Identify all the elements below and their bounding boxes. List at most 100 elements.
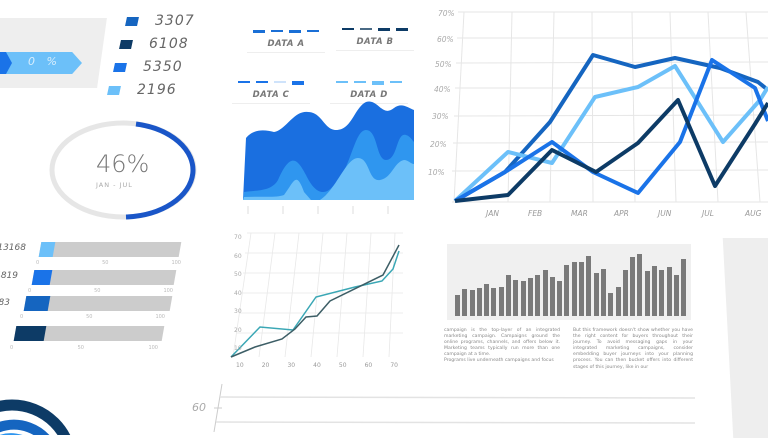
gray-bar bbox=[469, 290, 475, 316]
gray-bar bbox=[652, 266, 658, 316]
data-card-label: DATA C bbox=[252, 90, 290, 100]
data-dashes bbox=[330, 81, 408, 85]
progress-arrow-head bbox=[0, 52, 12, 74]
gray-bar bbox=[659, 270, 665, 316]
x-tick: JAN bbox=[486, 209, 499, 218]
gray-bar bbox=[600, 268, 606, 316]
gray-bar bbox=[571, 261, 577, 316]
gray-bar bbox=[681, 258, 687, 316]
gray-bar bbox=[637, 253, 643, 316]
x-tick: FEB bbox=[528, 209, 543, 218]
donut-period: JAN - JUL bbox=[96, 181, 133, 189]
legend-swatch bbox=[107, 85, 121, 95]
legend-value: 2196 bbox=[137, 82, 177, 98]
hbar-label: 4819 bbox=[0, 271, 18, 281]
gray-bar bbox=[513, 279, 519, 316]
gray-bar bbox=[608, 293, 614, 316]
paragraph-left: campaign is the top-layer of an integrat… bbox=[444, 328, 560, 358]
gray-bar bbox=[542, 270, 548, 316]
hbar-label: 83 bbox=[0, 298, 10, 308]
x-tick: JUN bbox=[658, 209, 672, 218]
teal-line-chart bbox=[230, 232, 403, 358]
x-tick: AUG bbox=[745, 209, 762, 218]
teal-chart-y-axis: 70 60 50 40 30 20 10 bbox=[234, 234, 242, 352]
y-tick: 60% bbox=[437, 35, 454, 44]
gray-bar bbox=[498, 286, 504, 316]
main-line-chart bbox=[451, 11, 768, 203]
hbar-ticks: 0 50 100 bbox=[20, 314, 165, 320]
hbar-track bbox=[31, 270, 177, 285]
hbar-fill bbox=[38, 242, 56, 257]
y-tick: 70% bbox=[438, 9, 455, 18]
gray-bar-chart bbox=[455, 252, 687, 316]
hbar-label: 13168 bbox=[0, 243, 26, 253]
data-card-b: DATA B bbox=[336, 28, 414, 51]
gray-bar bbox=[666, 267, 672, 316]
stream-area-chart bbox=[243, 101, 414, 214]
x-tick: APR bbox=[614, 209, 629, 218]
legend-swatch bbox=[113, 62, 127, 72]
gray-bar bbox=[462, 288, 468, 316]
legend-swatch bbox=[119, 39, 133, 49]
gray-bar bbox=[673, 275, 679, 316]
y-tick: 10% bbox=[428, 168, 445, 177]
progress-arrow bbox=[0, 52, 82, 74]
data-card-label: DATA D bbox=[350, 90, 388, 100]
gray-bar bbox=[484, 284, 490, 316]
legend-item: 2196 bbox=[107, 82, 177, 98]
bottom-chart bbox=[213, 383, 696, 432]
x-tick: MAR bbox=[571, 209, 588, 218]
gray-bar bbox=[455, 294, 460, 316]
gray-bar bbox=[579, 261, 585, 316]
y-tick: 40% bbox=[434, 85, 451, 94]
x-tick: JUL bbox=[702, 209, 714, 218]
gray-bar bbox=[549, 276, 555, 316]
legend-item: 6108 bbox=[119, 36, 189, 52]
gray-bar bbox=[644, 270, 650, 316]
gray-bar bbox=[593, 273, 599, 316]
data-card-label: DATA B bbox=[356, 37, 394, 47]
legend-value: 6108 bbox=[149, 36, 189, 52]
teal-chart-x-axis: 10 20 30 40 50 60 70 bbox=[236, 362, 398, 369]
legend-value: 3307 bbox=[155, 13, 195, 29]
hbar-ticks: 0 50 100 bbox=[36, 260, 181, 266]
gray-bar bbox=[630, 256, 636, 316]
legend-item: 3307 bbox=[125, 13, 195, 29]
y-tick: 20% bbox=[430, 140, 447, 149]
data-dashes bbox=[247, 30, 325, 34]
data-card-c: DATA C bbox=[232, 81, 310, 104]
gray-bar bbox=[520, 280, 526, 316]
legend-item: 5350 bbox=[113, 59, 183, 75]
radial-gauge bbox=[0, 399, 71, 435]
data-card-a: DATA A bbox=[247, 30, 325, 53]
donut-chart bbox=[49, 120, 197, 220]
gray-bar bbox=[527, 278, 533, 316]
gray-bar bbox=[564, 264, 570, 316]
gray-bar bbox=[557, 280, 563, 316]
donut-percent: 46% bbox=[96, 150, 150, 178]
right-side-panel bbox=[722, 238, 768, 438]
paragraph-right: But this framework doesn't show whether … bbox=[573, 328, 693, 370]
data-dashes bbox=[336, 28, 414, 32]
gray-bar bbox=[491, 288, 497, 316]
legend-value: 5350 bbox=[143, 59, 183, 75]
hbar-fill bbox=[23, 296, 51, 311]
hbar-fill bbox=[13, 326, 47, 341]
hbar-track bbox=[38, 242, 182, 257]
gray-bar bbox=[506, 275, 512, 316]
progress-value: 0 % bbox=[28, 55, 61, 68]
bottom-chart-y-tick: 60 bbox=[192, 401, 206, 414]
gray-bar bbox=[586, 255, 592, 316]
y-tick: 50% bbox=[435, 60, 452, 69]
gray-bar bbox=[615, 286, 621, 316]
hbar-fill bbox=[31, 270, 53, 285]
y-tick: 30% bbox=[432, 112, 449, 121]
data-card-label: DATA A bbox=[267, 39, 305, 49]
data-dashes bbox=[232, 81, 310, 85]
legend-swatch bbox=[125, 16, 139, 26]
gray-bar bbox=[535, 275, 541, 316]
hbar-ticks: 0 50 100 bbox=[10, 345, 158, 351]
gray-bar bbox=[476, 288, 482, 316]
hbar-ticks: 0 50 100 bbox=[28, 288, 173, 294]
paragraph-left-note: Programs live underneath campaigns and f… bbox=[444, 358, 554, 363]
